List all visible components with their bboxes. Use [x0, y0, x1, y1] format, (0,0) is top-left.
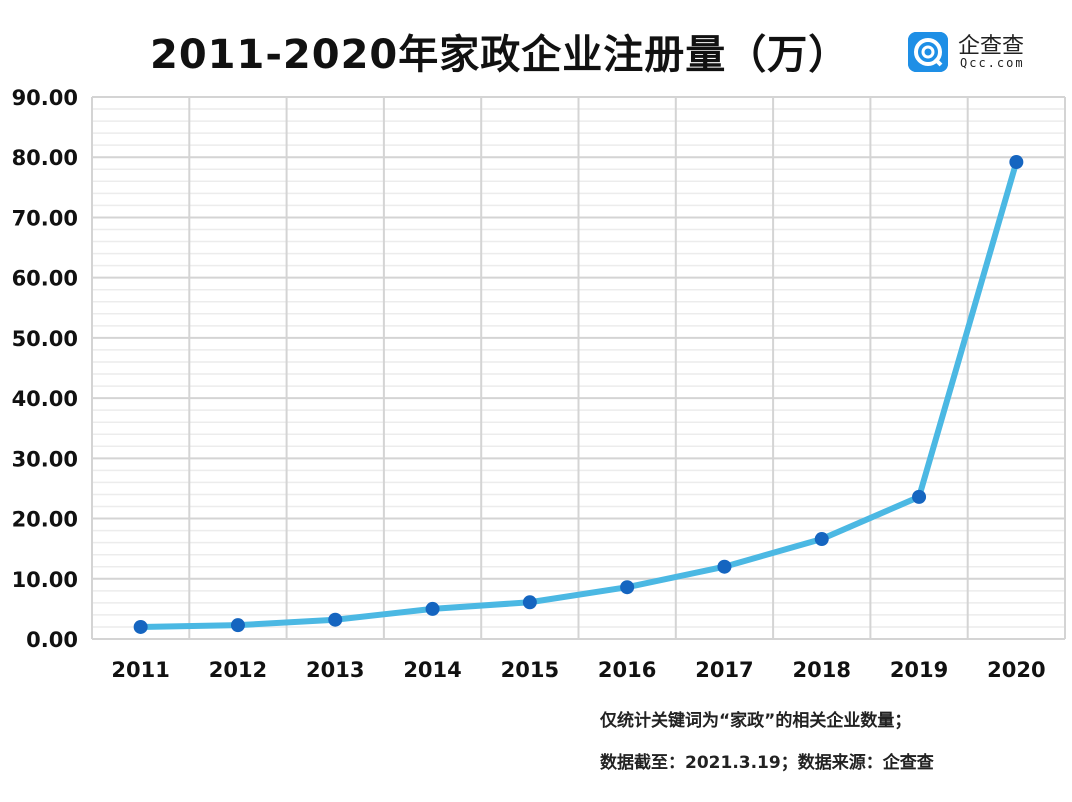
x-tick-label: 2014 [403, 658, 461, 682]
data-point [230, 618, 245, 633]
series-line [140, 161, 1020, 630]
logo-text-en: Qcc.com [960, 56, 1025, 70]
y-tick-label: 20.00 [12, 508, 78, 532]
qcc-logo-icon [908, 32, 948, 72]
footnote-scope: 仅统计关键词为“家政”的相关企业数量； [600, 711, 912, 731]
data-point [1009, 155, 1024, 170]
x-tick-label: 2013 [306, 658, 364, 682]
y-tick-label: 90.00 [12, 86, 78, 110]
x-tick-label: 2017 [695, 658, 753, 682]
chart-title: 2011-2020年家政企业注册量（万） [150, 32, 850, 78]
x-tick-label: 2016 [598, 658, 656, 682]
x-tick-label: 2020 [987, 658, 1045, 682]
x-tick-label: 2015 [501, 658, 559, 682]
data-point [717, 559, 732, 574]
data-point [814, 532, 829, 547]
data-point [912, 489, 927, 504]
y-tick-label: 80.00 [12, 146, 78, 170]
x-tick-label: 2012 [209, 658, 267, 682]
y-tick-label: 10.00 [12, 568, 78, 592]
y-tick-label: 40.00 [12, 387, 78, 411]
footnote-source: 数据截至：2021.3.19；数据来源：企查查 [600, 753, 934, 773]
y-tick-label: 60.00 [12, 267, 78, 291]
logo-text-cn: 企查查 [958, 34, 1025, 59]
data-point [328, 612, 343, 627]
data-point [522, 595, 537, 610]
x-tick-label: 2011 [111, 658, 169, 682]
y-tick-label: 30.00 [12, 447, 78, 471]
data-point [133, 619, 148, 634]
x-tick-label: 2018 [793, 658, 851, 682]
qcc-logo: 企查查 Qcc.com [908, 30, 1048, 74]
y-tick-label: 0.00 [26, 628, 78, 652]
y-tick-label: 70.00 [12, 206, 78, 230]
data-point [425, 601, 440, 616]
x-tick-label: 2019 [890, 658, 948, 682]
y-tick-label: 50.00 [12, 327, 78, 351]
data-point [620, 580, 635, 595]
